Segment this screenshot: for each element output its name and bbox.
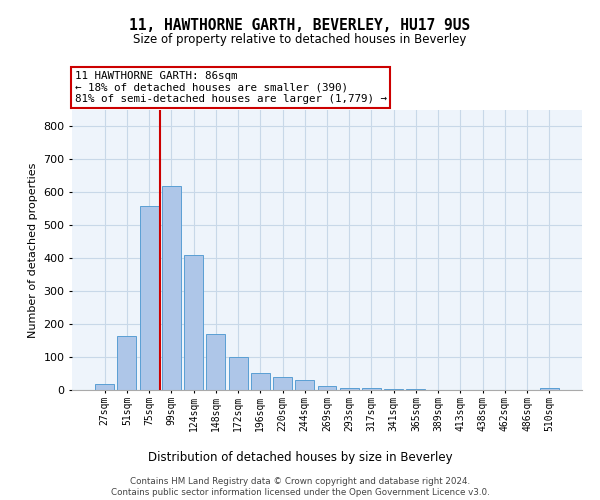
Text: 11 HAWTHORNE GARTH: 86sqm
← 18% of detached houses are smaller (390)
81% of semi: 11 HAWTHORNE GARTH: 86sqm ← 18% of detac… [74, 71, 386, 104]
Bar [229, 357, 248, 390]
Bar [95, 384, 114, 390]
Text: Contains HM Land Registry data © Crown copyright and database right 2024.: Contains HM Land Registry data © Crown c… [130, 476, 470, 486]
Text: Distribution of detached houses by size in Beverley: Distribution of detached houses by size … [148, 451, 452, 464]
Text: Contains public sector information licensed under the Open Government Licence v3: Contains public sector information licen… [110, 488, 490, 497]
Text: 11, HAWTHORNE GARTH, BEVERLEY, HU17 9US: 11, HAWTHORNE GARTH, BEVERLEY, HU17 9US [130, 18, 470, 32]
Y-axis label: Number of detached properties: Number of detached properties [28, 162, 38, 338]
Bar [251, 373, 270, 390]
Bar [162, 186, 181, 390]
Bar [362, 388, 381, 390]
Bar [206, 334, 225, 390]
Bar [118, 336, 136, 390]
Bar [273, 377, 292, 390]
Text: Size of property relative to detached houses in Beverley: Size of property relative to detached ho… [133, 32, 467, 46]
Bar [140, 206, 158, 390]
Bar [317, 386, 337, 390]
Bar [295, 380, 314, 390]
Bar [340, 388, 359, 390]
Bar [540, 388, 559, 390]
Bar [184, 255, 203, 390]
